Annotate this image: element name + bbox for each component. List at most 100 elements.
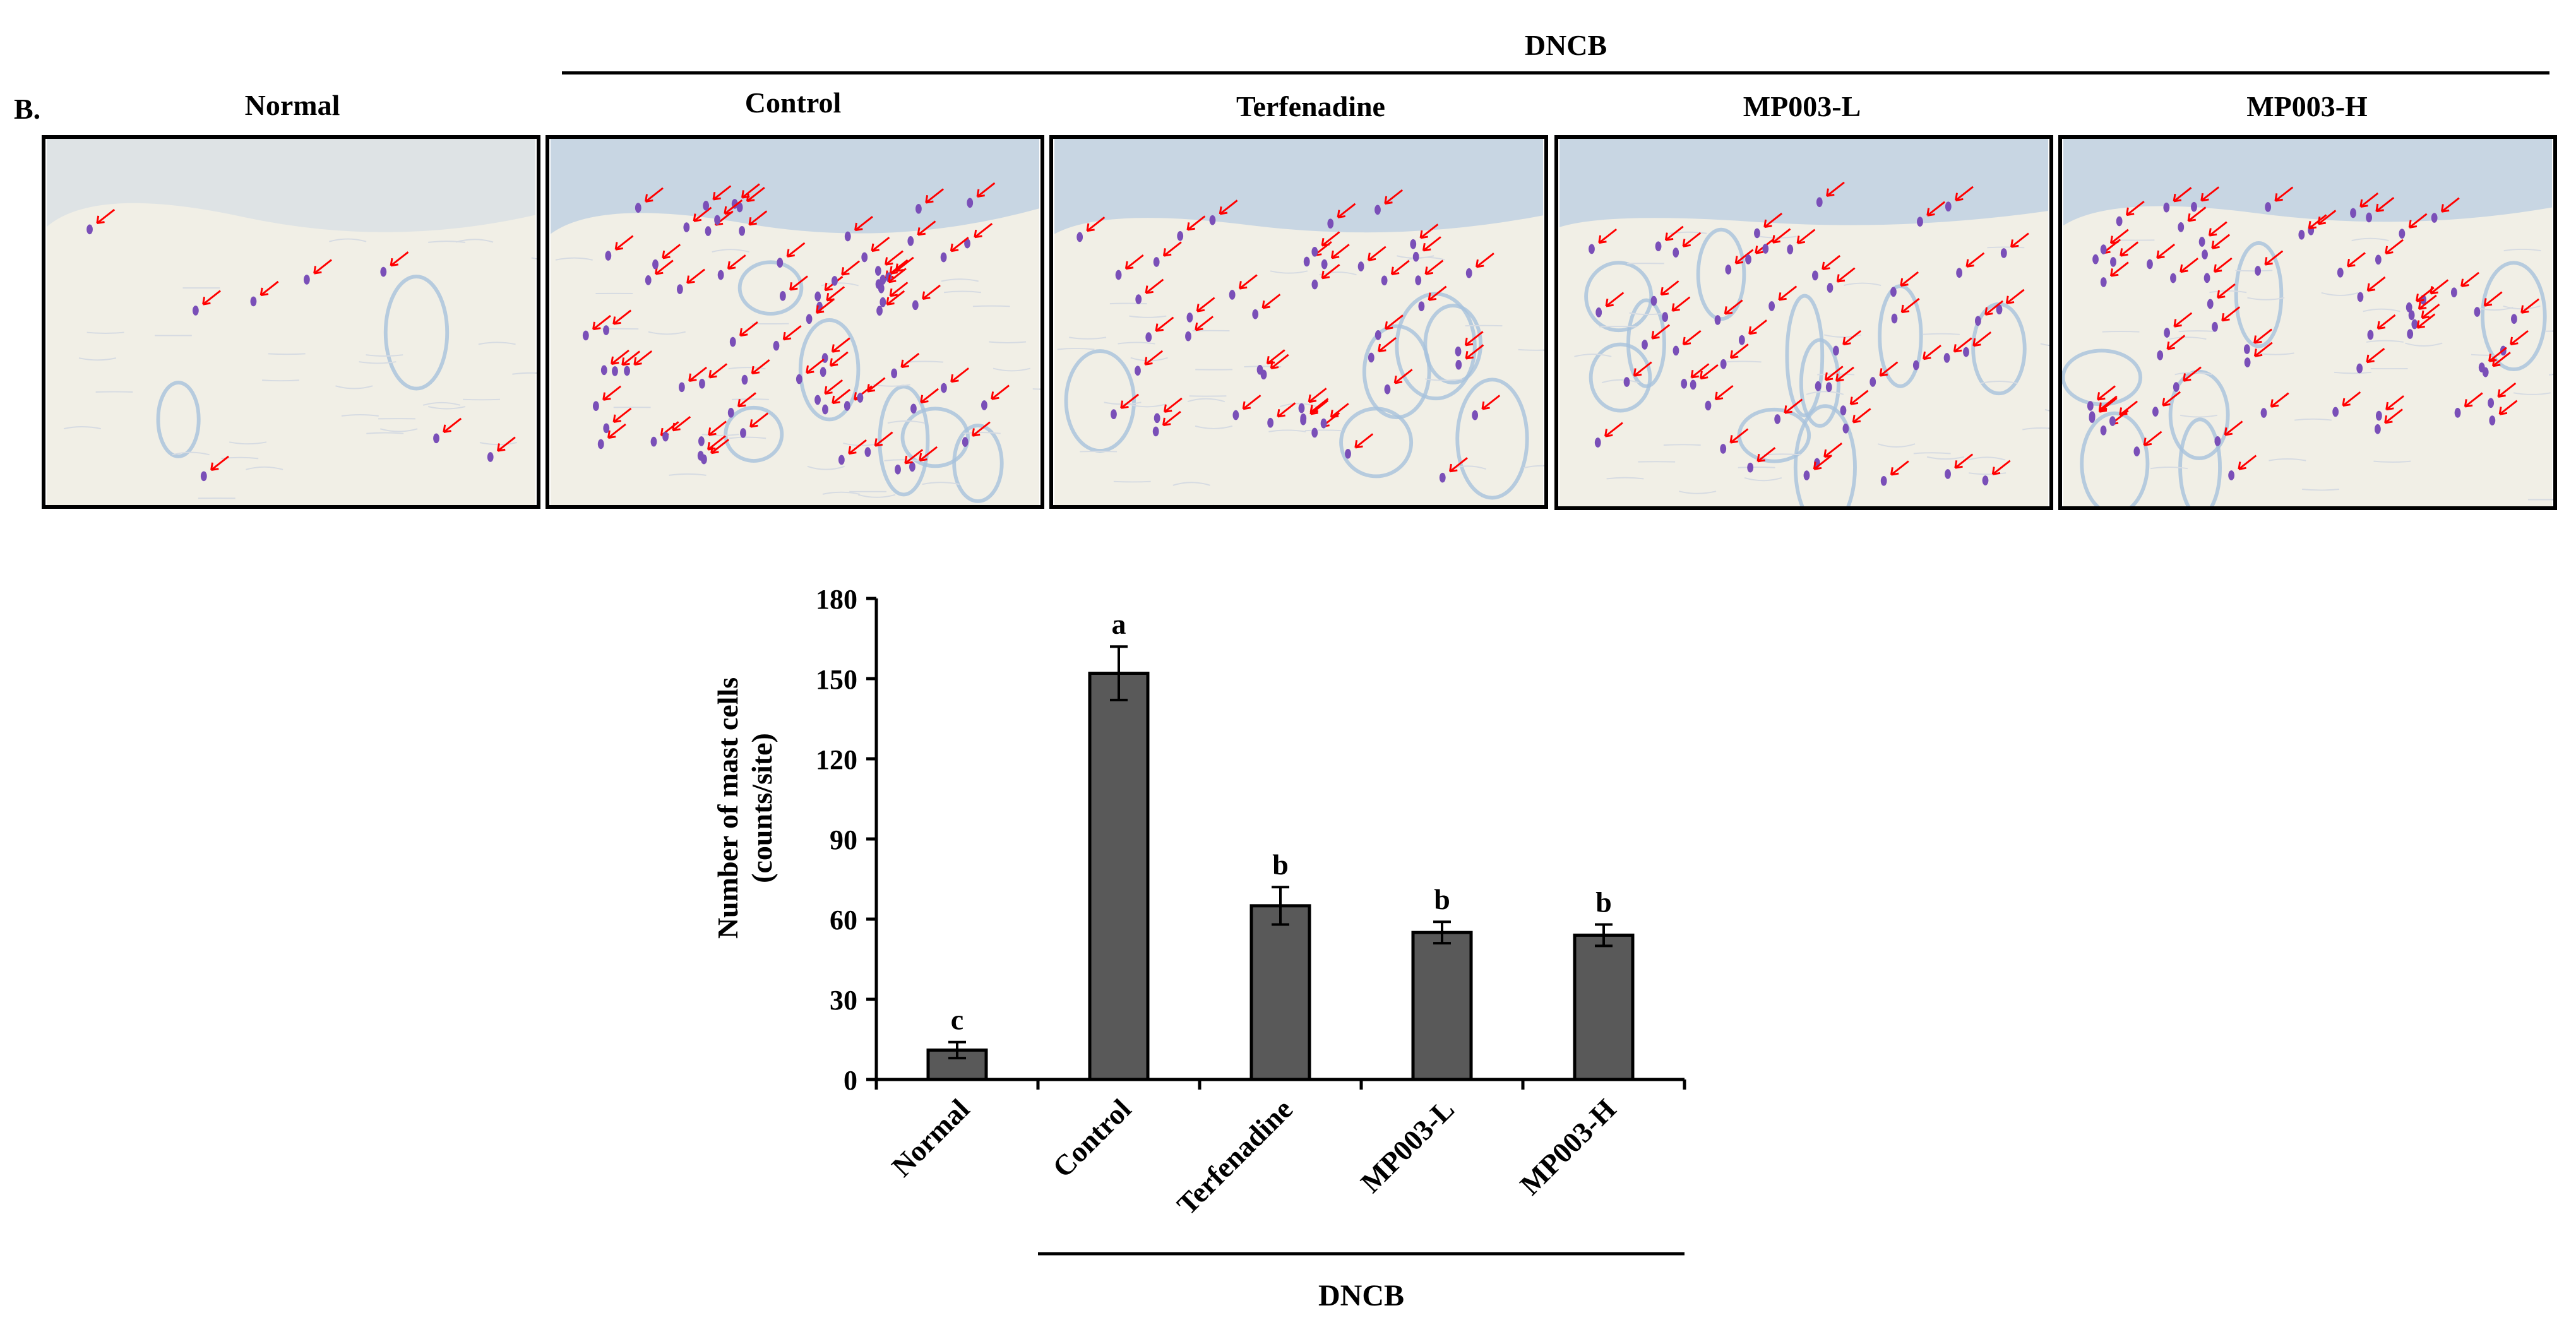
dermal-fibre [887,420,925,424]
mast-cell [2366,212,2373,223]
mast-cell [2482,367,2489,378]
dermal-fibre [1844,282,1881,286]
arrow-marker-head [1714,391,1724,401]
mast-cell [2214,436,2221,446]
arrow-marker-head [972,428,981,437]
arrow-marker [1901,298,1920,313]
mast-cell [603,423,610,434]
arrow-marker-head [686,275,695,284]
arrow-marker-head [1849,396,1859,405]
arrow-marker-head [688,373,697,382]
arrow-marker-head [1155,323,1164,332]
follicle-structure [1423,304,1483,385]
arrow-marker [741,183,760,199]
mast-cell [2212,321,2218,332]
mast-cell [1321,259,1328,270]
mast-cell [1594,437,1601,448]
dermal-fibre [1407,256,1445,261]
arrow-marker [1354,433,1374,449]
arrow-marker-head [2359,199,2368,208]
mast-cell [487,452,494,462]
mast-cell [773,340,780,351]
mast-cell [2450,287,2457,298]
epidermis-layer [47,139,535,232]
mast-cell [605,251,612,261]
mast-cell [2116,216,2123,227]
arrow-marker [2156,243,2176,259]
arrow-marker [746,186,765,202]
arrow-marker [2308,214,2327,230]
arrow-marker-head [919,453,927,462]
y-tick-label: 150 [816,664,857,695]
mast-cell [1186,312,1193,323]
arrow-marker [1337,203,1356,218]
dermal-fibre [531,257,537,260]
arrow-marker [2384,408,2403,424]
arrow-marker-head [2200,193,2209,202]
mast-cell [1252,309,1259,319]
arrow-marker [693,206,712,222]
mast-cell [2198,237,2205,247]
arrow-marker [1385,314,1404,330]
mast-cell [1890,287,1897,297]
mast-cell [1374,330,1381,340]
bar-mp003-h [1573,933,1635,1081]
arrow-marker [1465,331,1484,347]
arrow-marker [1763,212,1783,228]
dermal-fibre [1172,482,1210,486]
arrow-marker [672,416,691,431]
dermal-fibre [2503,248,2541,252]
dermal-fibre [732,398,769,400]
arrow-marker [1425,259,1444,275]
arrow-marker [1449,457,1468,473]
arrow-marker-head [1266,355,1275,365]
arrow-marker [1784,398,1803,414]
arrow-marker [1757,447,1776,463]
arrow-marker [1262,294,1281,309]
arrow-marker [1715,384,1734,400]
dermal-fibre [428,241,466,243]
arrow-marker-head [2498,407,2508,415]
arrow-marker [885,250,903,266]
mast-cell [2357,292,2364,302]
arrow-marker-head [885,257,893,266]
arrow-marker-head [789,282,798,291]
dermal-fibre [1128,403,1166,408]
dermal-fibre [221,456,259,460]
dermal-fibre [512,372,537,375]
arrow-marker [2099,397,2118,413]
mast-cell [736,202,743,213]
mast-cell [2100,277,2107,287]
arrow-marker-head [1824,372,1834,381]
mast-cell [705,226,712,236]
dermal-fibre [455,239,494,243]
arrow-marker-head [904,455,913,465]
arrow-marker [1120,393,1140,409]
arrow-marker-head [2270,399,2279,408]
follicle-structure [2234,241,2284,348]
arrow-marker [2460,271,2479,287]
dermal-fibre [1969,472,2007,475]
arrow-marker-head [2097,392,2106,401]
mast-cell [624,366,630,376]
arrow-marker-head [925,194,934,204]
mast-cell [678,382,685,393]
arrow-marker-head [1385,321,1393,330]
mast-cell [1311,279,1318,290]
arrow-marker [688,366,707,382]
arrow-marker-head [1900,304,1910,314]
arrow-marker [1144,350,1164,366]
dermal-fibre [1270,270,1308,274]
arrow-marker-head [1954,460,1963,469]
dermal-fibre [2366,340,2404,343]
arrow-marker-head [889,288,898,297]
arrow-marker-head [1699,371,1708,380]
arrow-marker [1239,274,1258,290]
arrow-marker [789,275,808,291]
arrow-marker [633,350,653,366]
mast-cell [981,400,987,410]
mast-cell [1300,415,1307,425]
dermal-fibre [2321,292,2359,296]
dermal-fibre [2044,408,2049,412]
mast-cell [2100,244,2107,254]
